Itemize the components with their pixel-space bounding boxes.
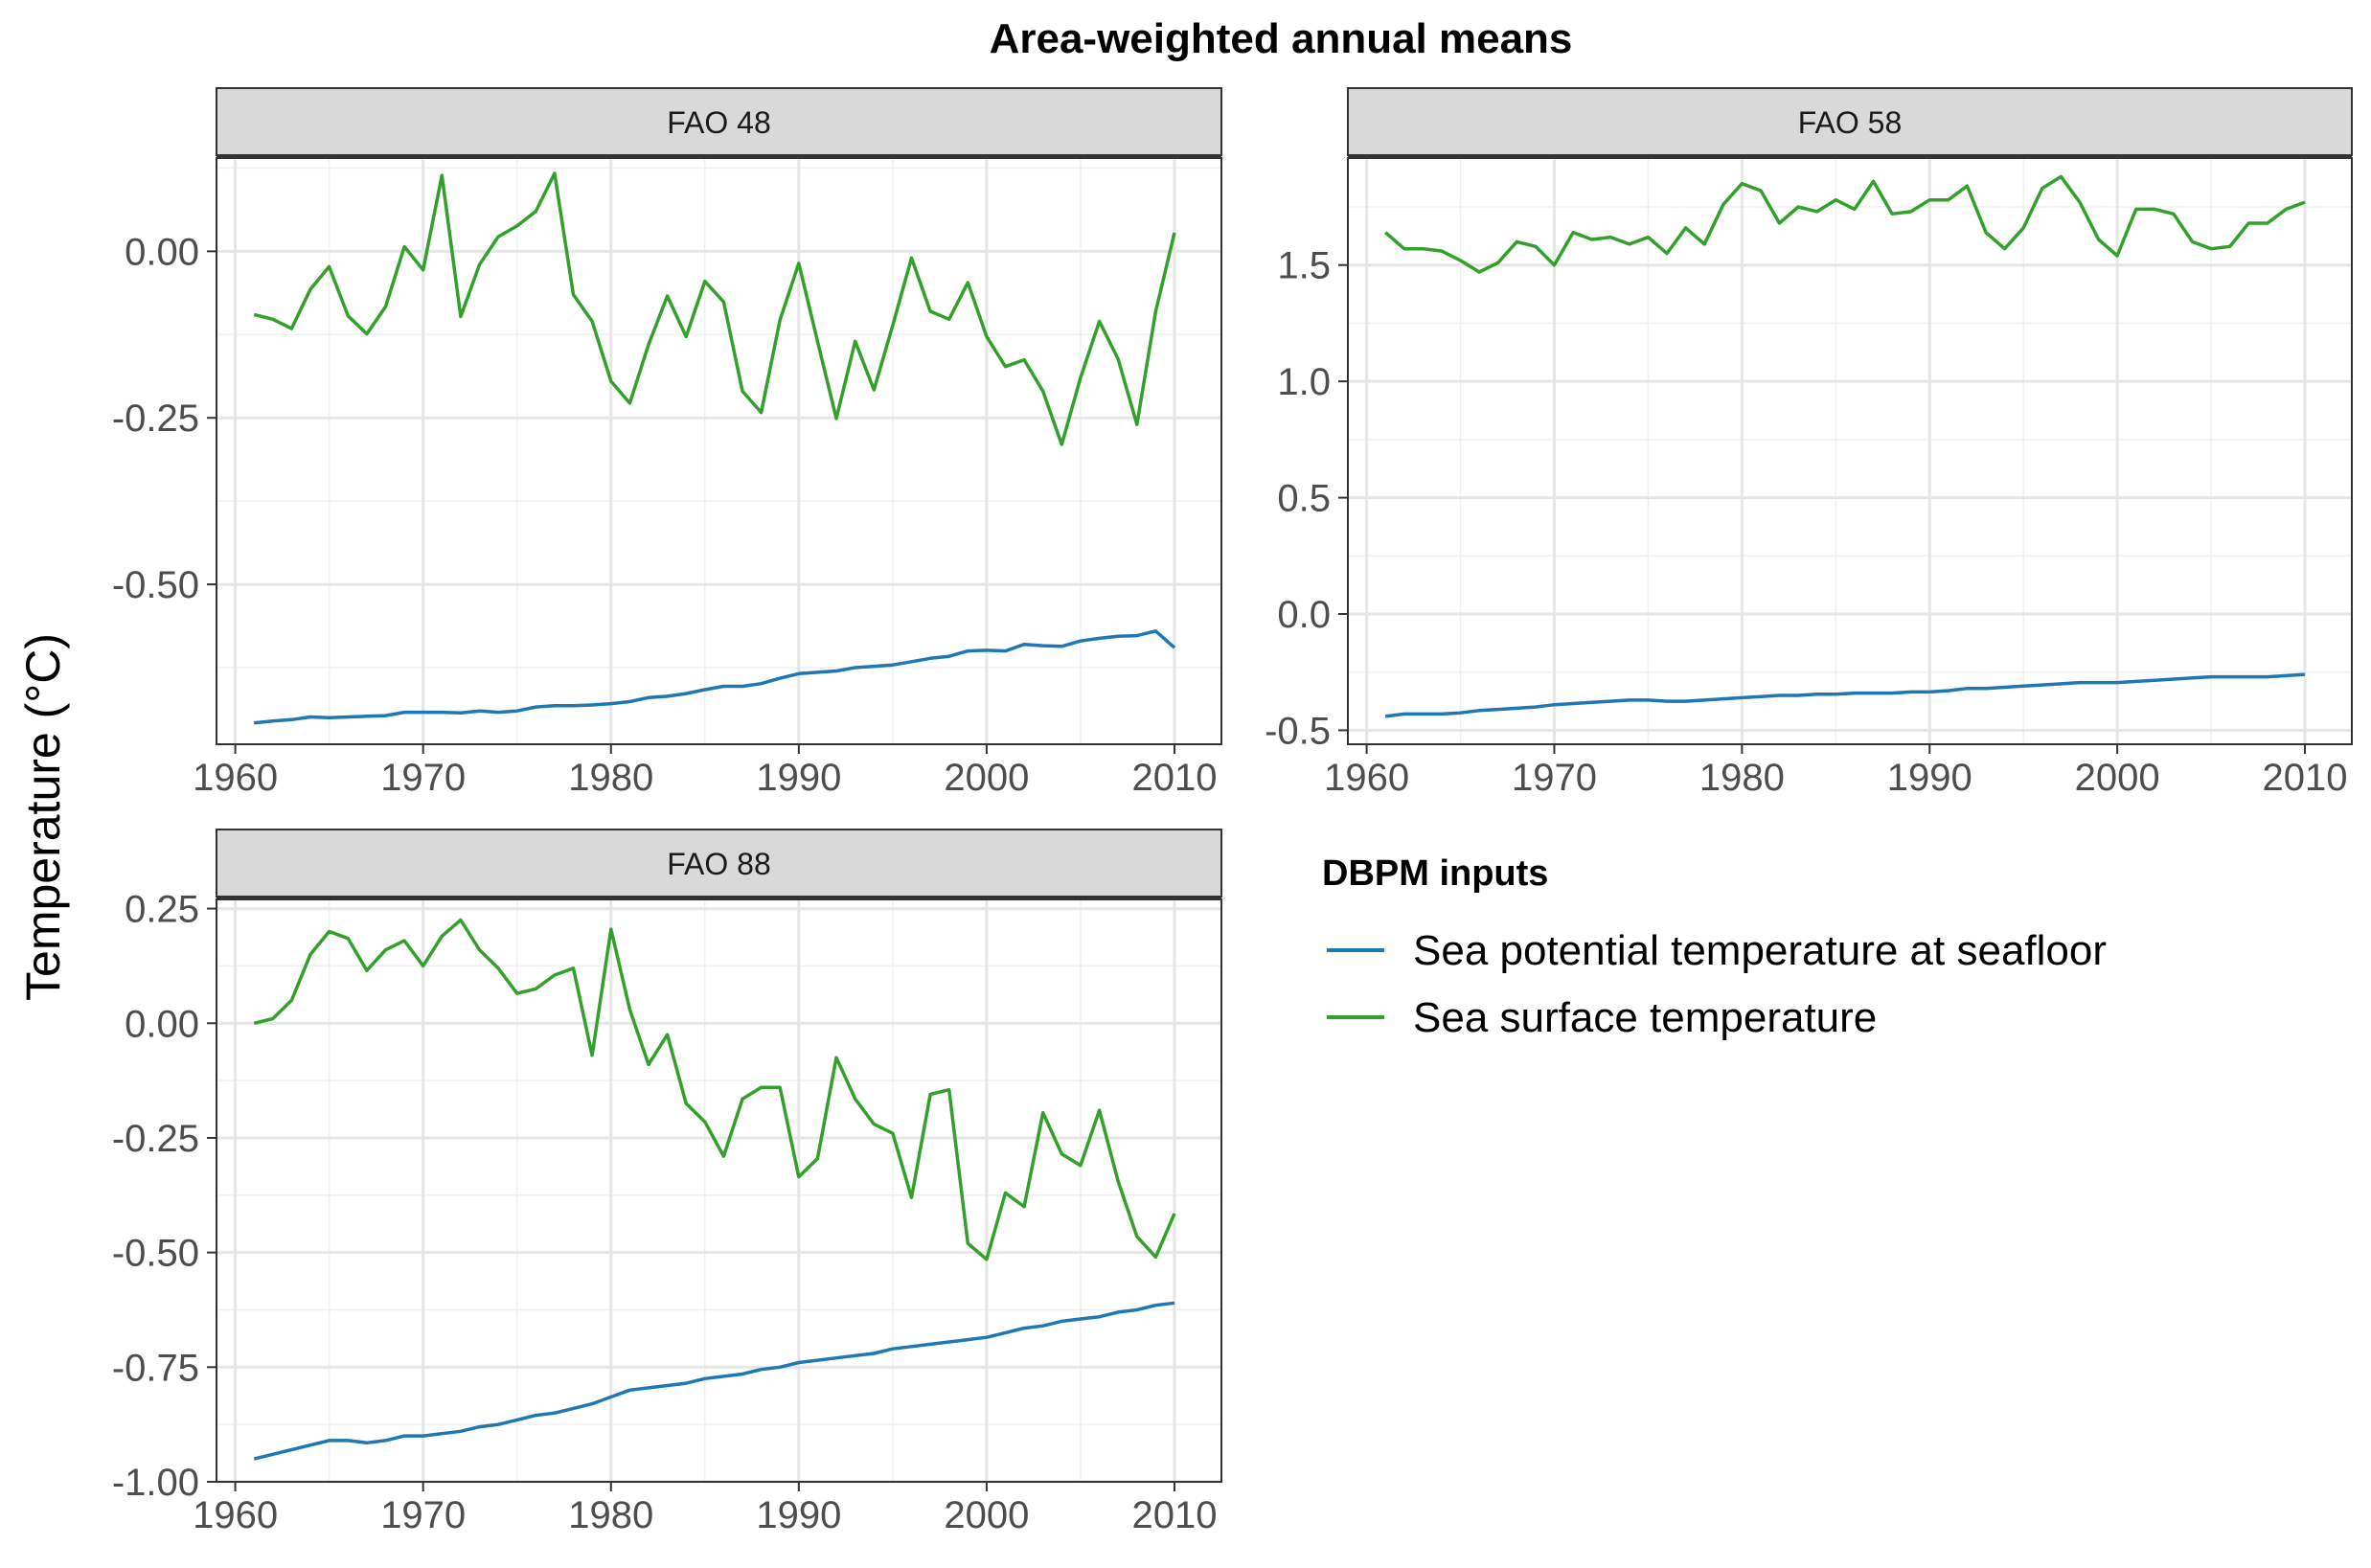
series-line-seafloor <box>1384 672 2306 718</box>
x-tick-label: 2000 <box>2075 757 2160 799</box>
series-line-seafloor <box>254 629 1176 725</box>
x-tick-label: 1970 <box>380 757 466 799</box>
x-tick-label: 1970 <box>380 1494 466 1536</box>
x-tick-label: 2010 <box>1131 1494 1217 1536</box>
y-tick-label: 1.0 <box>1277 361 1331 403</box>
x-tick-label: 2010 <box>1131 757 1217 799</box>
facet-strip-label: FAO 58 <box>1798 105 1903 140</box>
legend: DBPM inputs Sea potential temperature at… <box>1322 853 2107 1041</box>
facet-strip-label: FAO 48 <box>667 105 771 140</box>
x-tick-label: 2010 <box>2263 757 2348 799</box>
series-line-sst <box>253 171 1176 446</box>
x-tick-label: 1970 <box>1512 757 1597 799</box>
panel-fao-58: FAO 58 1.5 1.0 0.5 0.0 -0.5 1960 1970 1980 1990 20… <box>1265 87 2353 799</box>
legend-title: DBPM inputs <box>1322 853 1548 894</box>
chart-title: Area-weighted annual means <box>990 15 1573 62</box>
y-tick-label: -0.5 <box>1265 710 1331 752</box>
x-tick-label: 2000 <box>944 1494 1029 1536</box>
y-tick-label: -0.25 <box>112 1118 199 1160</box>
facet-strip-label: FAO 88 <box>667 847 771 881</box>
facet-strip <box>216 87 1222 156</box>
panel-background <box>1348 158 2352 744</box>
y-tick-label: -0.50 <box>112 564 199 606</box>
series-line-sst <box>253 918 1176 1261</box>
panel-border <box>216 157 1222 745</box>
series-line-seafloor <box>253 1301 1175 1461</box>
x-tick-label: 1990 <box>756 1494 841 1536</box>
y-tick-label: -0.25 <box>112 398 199 440</box>
facet-strip <box>1347 87 2353 156</box>
x-tick-label: 1960 <box>193 757 278 799</box>
x-tick-label: 1990 <box>756 757 841 799</box>
x-tick-label: 1990 <box>1887 757 1972 799</box>
panel-border <box>1347 157 2353 745</box>
y-tick-label: 1.5 <box>1277 245 1331 287</box>
x-tick-label: 1960 <box>193 1494 278 1536</box>
y-tick-label: 0.00 <box>125 1003 199 1045</box>
y-axis-title: Temperature (°C) <box>16 633 70 1001</box>
legend-label-seafloor: Sea potential temperature at seafloor <box>1413 927 2107 974</box>
y-tick-label: 0.5 <box>1277 478 1331 520</box>
x-tick-label: 1960 <box>1324 757 1409 799</box>
y-tick-label: -0.75 <box>112 1347 199 1389</box>
y-tick-label: 0.00 <box>125 231 199 273</box>
y-tick-label: -0.50 <box>112 1233 199 1275</box>
panel-fao-48: FAO 48 0.00 -0.25 -0.50 1960 1970 1980 1990 2000… <box>112 87 1222 799</box>
series-line-sst <box>1384 174 2306 274</box>
panel-background <box>217 899 1221 1482</box>
panel-background <box>217 158 1221 744</box>
y-tick-label: 0.25 <box>125 889 199 931</box>
x-tick-label: 1980 <box>568 757 653 799</box>
x-tick-label: 2000 <box>944 757 1029 799</box>
y-tick-label: -1.00 <box>112 1462 199 1504</box>
legend-label-sst: Sea surface temperature <box>1413 994 1877 1041</box>
x-tick-label: 1980 <box>568 1494 653 1536</box>
y-tick-label: 0.0 <box>1277 594 1331 636</box>
panel-border <box>216 898 1222 1483</box>
x-tick-label: 1980 <box>1699 757 1785 799</box>
